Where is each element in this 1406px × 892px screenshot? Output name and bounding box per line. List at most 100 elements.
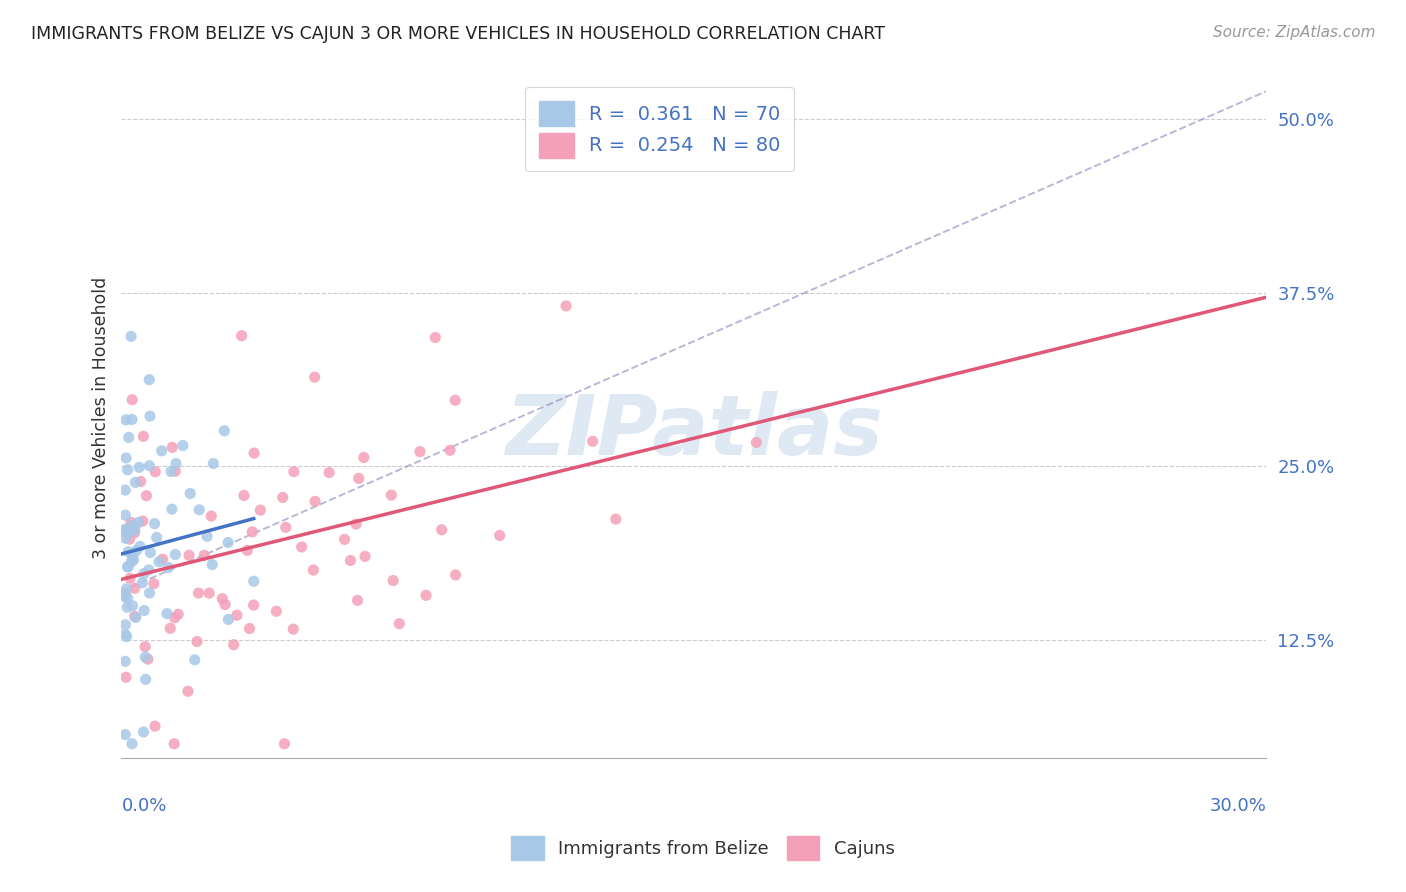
Point — [186, 634, 208, 648]
Point — [114, 531, 136, 545]
Point — [131, 575, 153, 590]
Point — [187, 586, 209, 600]
Point — [145, 531, 167, 545]
Point — [382, 574, 405, 588]
Point — [217, 612, 239, 626]
Point — [605, 512, 627, 526]
Point — [200, 509, 222, 524]
Point — [121, 599, 143, 613]
Point — [333, 533, 356, 547]
Point — [156, 607, 179, 621]
Point — [318, 466, 340, 480]
Point — [346, 593, 368, 607]
Point — [125, 610, 148, 624]
Point — [114, 728, 136, 742]
Point — [581, 434, 603, 449]
Point — [160, 502, 183, 516]
Point — [132, 514, 155, 528]
Point — [115, 600, 138, 615]
Point — [132, 429, 155, 443]
Point — [160, 441, 183, 455]
Point — [159, 621, 181, 635]
Point — [120, 525, 142, 540]
Point — [238, 622, 260, 636]
Text: IMMIGRANTS FROM BELIZE VS CAJUN 3 OR MORE VEHICLES IN HOUSEHOLD CORRELATION CHAR: IMMIGRANTS FROM BELIZE VS CAJUN 3 OR MOR… — [31, 25, 884, 43]
Point — [344, 517, 367, 532]
Point — [266, 604, 288, 618]
Point — [183, 653, 205, 667]
Point — [236, 543, 259, 558]
Point — [380, 488, 402, 502]
Legend: R =  0.361   N = 70, R =  0.254   N = 80: R = 0.361 N = 70, R = 0.254 N = 80 — [524, 87, 794, 171]
Point — [304, 494, 326, 508]
Point — [121, 518, 143, 533]
Text: ZIPatlas: ZIPatlas — [505, 391, 883, 472]
Point — [134, 603, 156, 617]
Point — [388, 616, 411, 631]
Point — [136, 652, 159, 666]
Point — [138, 373, 160, 387]
Point — [232, 488, 254, 502]
Point — [124, 523, 146, 537]
Point — [240, 524, 263, 539]
Point — [117, 559, 139, 574]
Point — [415, 588, 437, 602]
Point — [439, 443, 461, 458]
Point — [117, 463, 139, 477]
Point — [217, 535, 239, 549]
Point — [354, 549, 377, 564]
Point — [444, 393, 467, 408]
Point — [198, 586, 221, 600]
Point — [274, 520, 297, 534]
Point — [430, 523, 453, 537]
Point — [114, 483, 136, 497]
Point — [745, 435, 768, 450]
Point — [120, 516, 142, 530]
Point — [143, 516, 166, 531]
Text: Source: ZipAtlas.com: Source: ZipAtlas.com — [1212, 25, 1375, 40]
Point — [488, 528, 510, 542]
Point — [142, 576, 165, 591]
Point — [114, 654, 136, 668]
Point — [121, 550, 143, 565]
Point — [339, 553, 361, 567]
Point — [117, 523, 139, 537]
Point — [128, 460, 150, 475]
Point — [231, 328, 253, 343]
Point — [115, 450, 138, 465]
Point — [118, 533, 141, 547]
Point — [114, 617, 136, 632]
Point — [172, 438, 194, 452]
Point — [117, 545, 139, 559]
Point — [242, 598, 264, 612]
Point — [143, 465, 166, 479]
Point — [214, 598, 236, 612]
Point — [128, 516, 150, 530]
Point — [167, 607, 190, 622]
Point — [163, 611, 186, 625]
Point — [273, 737, 295, 751]
Point — [243, 446, 266, 460]
Point — [124, 581, 146, 595]
Point — [117, 591, 139, 606]
Point — [121, 412, 143, 426]
Point — [188, 503, 211, 517]
Point — [115, 413, 138, 427]
Point — [148, 555, 170, 569]
Point — [165, 457, 187, 471]
Point — [291, 540, 314, 554]
Point — [121, 555, 143, 569]
Point — [179, 486, 201, 500]
Point — [138, 586, 160, 600]
Point — [135, 673, 157, 687]
Point — [353, 450, 375, 465]
Legend: Immigrants from Belize, Cajuns: Immigrants from Belize, Cajuns — [505, 830, 901, 867]
Point — [139, 409, 162, 423]
Point — [124, 525, 146, 540]
Point — [222, 638, 245, 652]
Text: 30.0%: 30.0% — [1209, 797, 1267, 814]
Point — [163, 737, 186, 751]
Point — [143, 719, 166, 733]
Point — [165, 464, 187, 478]
Point — [120, 571, 142, 585]
